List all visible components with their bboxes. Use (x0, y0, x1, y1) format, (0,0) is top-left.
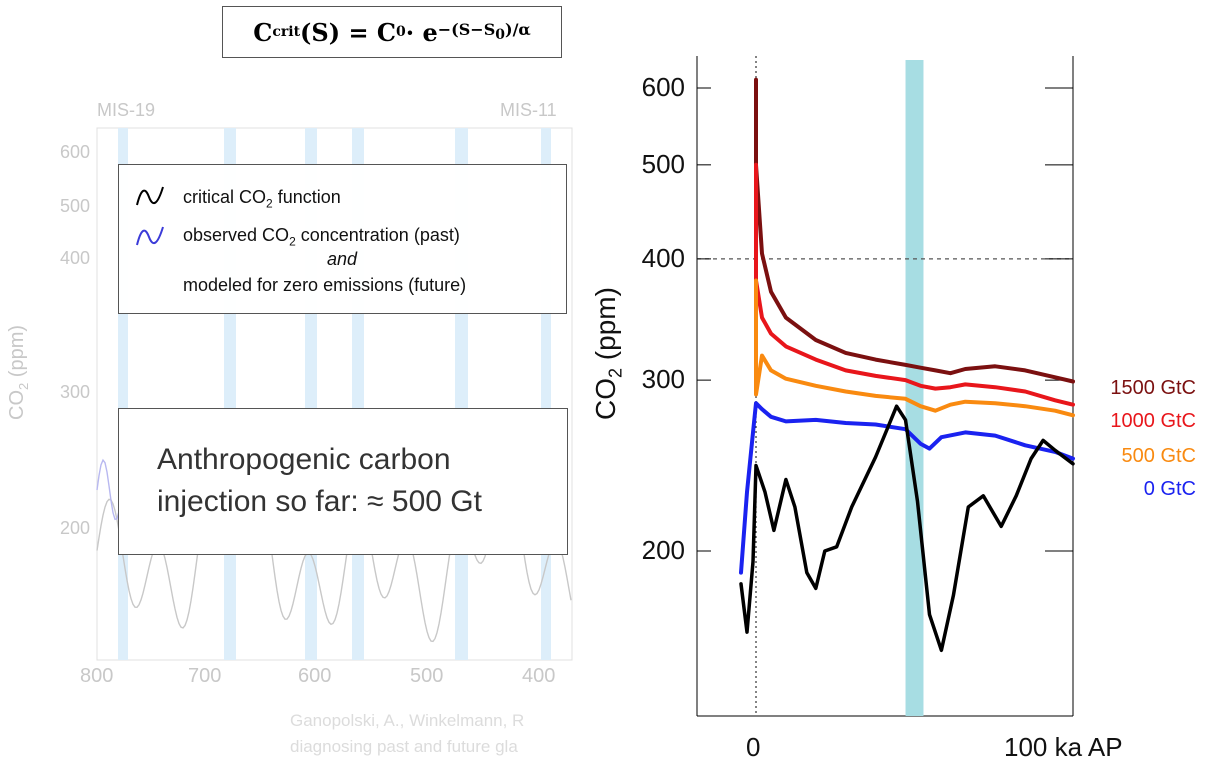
legend-box: critical CO2 function observed CO2 conce… (118, 164, 567, 314)
left-plot-frame (96, 127, 573, 661)
legend-observed-swatch (136, 226, 164, 246)
right-ytick-300: 300 (641, 364, 685, 395)
legend-critical-label: critical CO2 function (183, 187, 341, 211)
left-ylabel: CO2 (ppm) (6, 325, 31, 420)
left-xtick-400: 400 (522, 665, 556, 687)
legend-modeled: modeled for zero emissions (future) (183, 275, 467, 295)
left-ytick-300: 300 (59, 382, 90, 402)
legend-critical-sub: 2 (266, 196, 273, 211)
left-ytick-600: 600 (59, 142, 90, 162)
legend-critical-prefix: critical CO (183, 187, 267, 207)
citation-line-1: Ganopolski, A., Winkelmann, R (290, 711, 525, 730)
right-xtick-100: 100 ka AP (1004, 732, 1123, 762)
right-ylabel: CO2 (ppm) (590, 287, 627, 420)
legend-and: and (327, 249, 358, 269)
left-ylabel-text: CO (6, 390, 28, 420)
right-ytick-600: 600 (641, 72, 685, 102)
formula-exp-sub: 0 (495, 27, 505, 44)
legend-observed-label: observed CO2 concentration (past) (183, 225, 460, 249)
series-label-0: 0 GtC (1143, 478, 1196, 500)
series-label-500: 500 GtC (1121, 445, 1196, 467)
left-xtick-500: 500 (410, 665, 444, 687)
mis11-label: MIS-11 (500, 100, 557, 120)
formula-lhs: C (253, 17, 273, 47)
formula-exponent: −(S−S (437, 20, 496, 40)
series-line-3 (739, 401, 1075, 575)
left-band-0 (118, 128, 128, 660)
series-line-1 (754, 162, 1075, 407)
mis19-label: MIS-19 (97, 100, 156, 120)
series-line-2 (754, 278, 1075, 418)
series-label-1500: 1500 GtC (1110, 377, 1196, 399)
citation-line-2: diagnosing past and future gla (290, 737, 518, 756)
left-ytick-400: 400 (59, 248, 90, 268)
left-xtick-600: 600 (298, 665, 332, 687)
series-label-1000: 1000 GtC (1110, 410, 1196, 432)
formula-arg: (S) = C (300, 17, 397, 47)
legend-observed-sub: 2 (289, 234, 296, 249)
series-line-0 (754, 77, 1075, 384)
left-ytick-500: 500 (59, 196, 90, 216)
left-xtick-800: 800 (80, 665, 114, 687)
right-ylabel-text: CO (590, 378, 621, 420)
legend-critical-suffix: function (272, 187, 341, 207)
right-xtick-0: 0 (746, 732, 761, 762)
legend-critical-swatch (136, 186, 164, 206)
left-band-5 (541, 128, 551, 660)
highlight-band (905, 60, 924, 716)
right-ylabel-unit: (ppm) (590, 287, 621, 368)
legend-observed-suffix: concentration (past) (295, 225, 460, 245)
formula-dot: · e (405, 17, 438, 47)
anthro-line-2: injection so far: ≈ 500 Gt (157, 485, 482, 518)
left-ytick-200: 200 (59, 518, 90, 538)
anthropogenic-box: Anthropogenic carbon injection so far: ≈… (118, 408, 568, 555)
formula-c0-sub: 0 (396, 24, 406, 40)
formula-exponent-end: )/α (505, 20, 531, 40)
right-ylabel-sub: 2 (605, 367, 626, 378)
left-ylabel-unit: (ppm) (6, 324, 28, 383)
legend-observed-prefix: observed CO (183, 225, 290, 245)
left-xtick-700: 700 (188, 665, 222, 687)
formula-lhs-sub: crit (272, 24, 301, 40)
series-line-4 (739, 404, 1075, 653)
right-chart (696, 56, 1075, 717)
anthro-line-1: Anthropogenic carbon (157, 443, 451, 476)
right-ytick-400: 400 (641, 242, 685, 273)
right-ytick-200: 200 (641, 535, 685, 565)
right-ytick-500: 500 (641, 148, 685, 179)
left-ylabel-sub: 2 (16, 382, 31, 390)
